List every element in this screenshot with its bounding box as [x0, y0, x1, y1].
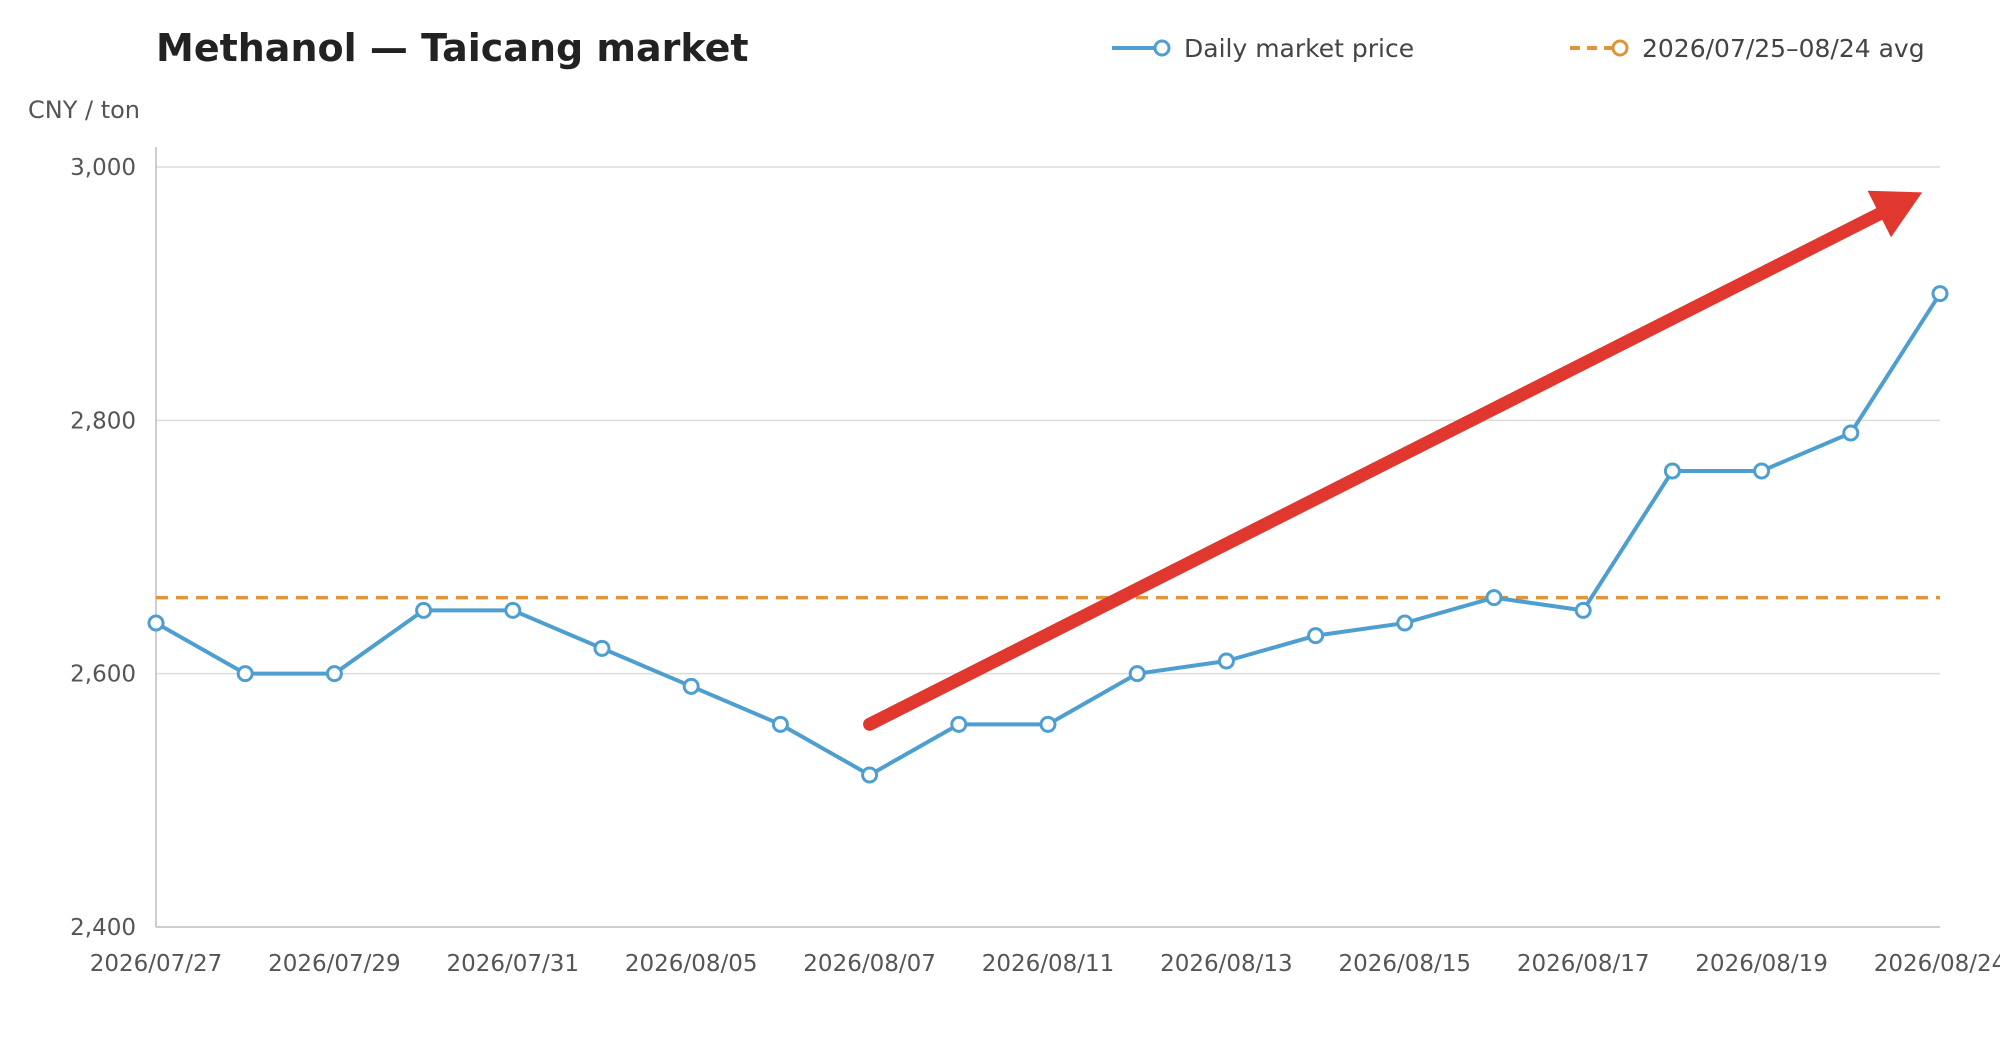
price-point	[1485, 589, 1503, 607]
price-point	[1753, 462, 1771, 480]
chart-title: Methanol — Taicang market	[156, 26, 749, 70]
price-point	[1931, 285, 1949, 303]
legend-item-average[interactable]: 2026/07/25–08/24 avg	[1568, 30, 1925, 66]
y-tick-label: 3,000	[70, 155, 136, 181]
price-point	[1217, 652, 1235, 670]
x-tick-label: 2026/08/15	[1339, 951, 1472, 977]
legend-item-daily-price[interactable]: Daily market price	[1110, 30, 1414, 66]
x-tick-label: 2026/08/11	[982, 951, 1115, 977]
y-tick-label: 2,600	[70, 662, 136, 688]
x-tick-label: 2026/08/24	[1874, 951, 2000, 977]
price-point	[1396, 614, 1414, 632]
price-point	[1574, 601, 1592, 619]
y-tick-label: 2,400	[70, 915, 136, 941]
price-point	[950, 715, 968, 733]
price-point	[593, 639, 611, 657]
price-point	[147, 614, 165, 632]
price-point	[1307, 627, 1325, 645]
price-point	[682, 677, 700, 695]
price-point	[415, 601, 433, 619]
legend-line-marker-icon	[1112, 39, 1171, 57]
price-point	[1842, 424, 1860, 442]
price-point	[504, 601, 522, 619]
price-point	[325, 665, 343, 683]
x-tick-label: 2026/08/07	[803, 951, 936, 977]
price-point	[1039, 715, 1057, 733]
x-tick-label: 2026/08/19	[1695, 951, 1828, 977]
legend-label-average: 2026/07/25–08/24 avg	[1642, 33, 1925, 63]
x-tick-label: 2026/07/31	[447, 951, 580, 977]
x-tick-label: 2026/08/05	[625, 951, 758, 977]
y-axis-label: CNY / ton	[28, 96, 141, 124]
price-point	[771, 715, 789, 733]
x-tick-label: 2026/07/27	[90, 951, 223, 977]
trend-arrow-shaft	[863, 207, 1886, 731]
trend-arrow-head	[1867, 190, 1923, 238]
price-point	[1663, 462, 1681, 480]
price-series-line	[154, 291, 1942, 777]
legend-label-daily-price: Daily market price	[1184, 33, 1415, 63]
price-point	[1128, 665, 1146, 683]
x-tick-label: 2026/08/17	[1517, 951, 1650, 977]
x-tick-label: 2026/08/13	[1160, 951, 1293, 977]
price-point	[861, 766, 879, 784]
legend-dashed-marker-icon	[1570, 39, 1629, 57]
x-tick-label: 2026/07/29	[268, 951, 401, 977]
price-point	[236, 665, 254, 683]
y-tick-label: 2,800	[70, 408, 136, 434]
